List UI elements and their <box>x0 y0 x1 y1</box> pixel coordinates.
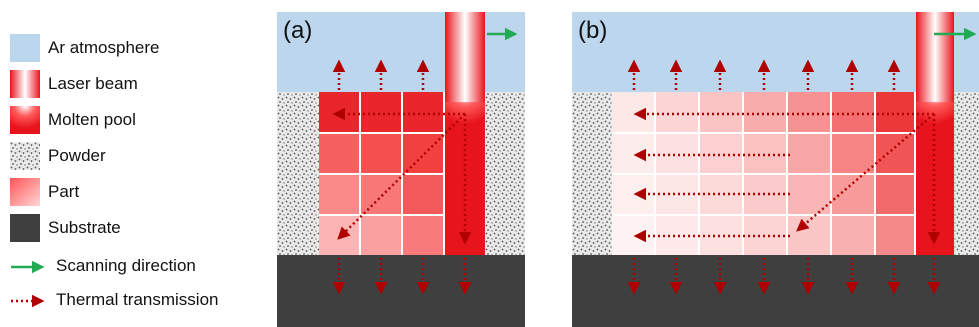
panel-b: (b) <box>572 12 979 327</box>
thermal-arrows <box>627 59 941 295</box>
legend-item-scanning-direction: Scanning direction <box>10 252 270 282</box>
part-swatch <box>10 178 40 206</box>
green-arrow-icon <box>11 260 45 274</box>
legend-label: Scanning direction <box>56 256 196 275</box>
legend-item-atmosphere: Ar atmosphere <box>10 34 270 64</box>
panel-label: (b) <box>578 17 607 44</box>
legend-label: Thermal transmission <box>56 290 219 309</box>
part-grid <box>319 92 485 255</box>
legend-item-laser-beam: Laser beam <box>10 70 270 100</box>
powder-region-left <box>572 92 612 255</box>
part-grid <box>612 92 954 255</box>
legend-label: Ar atmosphere <box>48 38 160 57</box>
panel-a: (a) <box>277 12 525 327</box>
legend: Ar atmosphere Laser beam Molten pool Pow… <box>0 0 270 327</box>
legend-item-thermal-transmission: Thermal transmission <box>10 286 270 316</box>
legend-label: Substrate <box>48 218 121 237</box>
laser-beam <box>445 12 485 102</box>
panel-label: (a) <box>283 17 312 44</box>
substrate-region <box>277 255 525 327</box>
legend-item-substrate: Substrate <box>10 214 270 244</box>
atmosphere-region <box>277 12 525 92</box>
substrate-swatch <box>10 214 40 242</box>
powder-region-right <box>954 92 979 255</box>
powder-region-left <box>277 92 319 255</box>
legend-item-part: Part <box>10 178 270 208</box>
atmosphere-region <box>572 12 979 92</box>
legend-label: Powder <box>48 146 106 165</box>
thermal-arrows <box>332 59 472 295</box>
legend-item-molten-pool: Molten pool <box>10 106 270 136</box>
powder-swatch <box>10 142 40 170</box>
substrate-region <box>572 255 979 327</box>
laser-beam-swatch <box>10 70 40 98</box>
legend-label: Molten pool <box>48 110 136 129</box>
legend-label: Part <box>48 182 80 201</box>
molten-pool-swatch <box>10 106 40 134</box>
powder-region-right <box>485 92 525 255</box>
legend-item-powder: Powder <box>10 142 270 172</box>
legend-label: Laser beam <box>48 74 138 93</box>
dotted-red-arrow-icon <box>11 294 45 308</box>
laser-beam <box>916 12 954 102</box>
atmosphere-swatch <box>10 34 40 62</box>
